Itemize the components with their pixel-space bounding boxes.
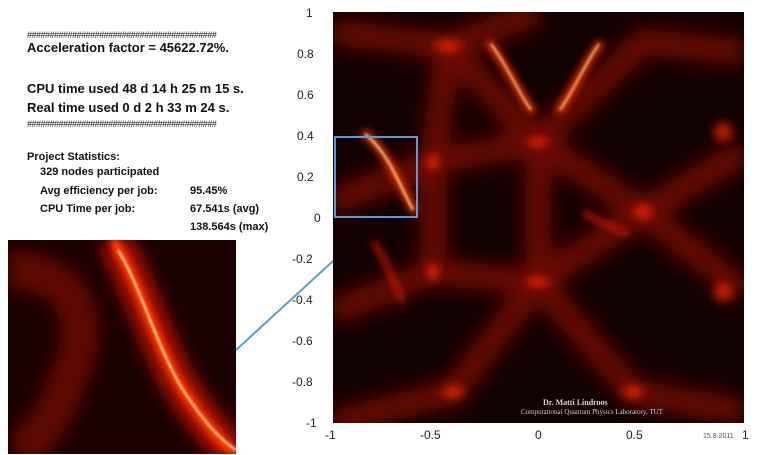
y-tick-label: 0.2 — [297, 170, 314, 184]
x-tick-label: 1 — [742, 428, 749, 442]
cpu-time-per-job-avg: 67.541s (avg) — [190, 203, 260, 215]
y-tick-label: 0.4 — [297, 129, 314, 143]
y-tick-label: 0 — [314, 211, 321, 225]
y-tick-label: -0.6 — [292, 334, 313, 348]
credit-name: Dr. Matti Lindroos — [543, 398, 608, 407]
avg-efficiency-value: 95.45% — [190, 185, 228, 197]
acceleration-factor: Acceleration factor = 45622.72%. — [27, 40, 229, 55]
date-label: 15.8.2011 — [703, 433, 734, 440]
x-tick-label: 0 — [535, 428, 542, 442]
y-tick-label: 1 — [306, 6, 313, 20]
x-tick-label: -1 — [325, 428, 336, 442]
density-plot-graphic — [333, 12, 744, 423]
credit-lab: Computational Quantum Physics Laboratory… — [521, 408, 663, 416]
zoomed-inset-image — [8, 240, 236, 454]
zoom-selection-box — [334, 136, 418, 218]
x-tick-label: -0.5 — [420, 428, 441, 442]
y-tick-label: 0.8 — [297, 47, 314, 61]
hash-separator-top: ########################################… — [27, 30, 217, 40]
avg-efficiency-label: Avg efficiency per job: — [40, 185, 158, 197]
inset-graphic — [8, 240, 236, 454]
y-tick-label: -0.8 — [292, 375, 313, 389]
x-tick-label: 0.5 — [626, 428, 643, 442]
project-statistics-title: Project Statistics: — [27, 151, 120, 163]
y-tick-label: -1 — [306, 416, 317, 430]
y-tick-label: -0.4 — [292, 293, 313, 307]
y-tick-label: 0.6 — [297, 88, 314, 102]
cpu-time-per-job-max: 138.564s (max) — [190, 221, 269, 233]
nodes-participated: 329 nodes participated — [40, 166, 160, 178]
y-tick-label: -0.2 — [292, 252, 313, 266]
cpu-time-used: CPU time used 48 d 14 h 25 m 15 s. — [27, 81, 244, 96]
hash-separator-bottom: ########################################… — [27, 119, 217, 129]
real-time-used: Real time used 0 d 2 h 33 m 24 s. — [27, 100, 230, 115]
cpu-time-per-job-label: CPU Time per job: — [40, 203, 136, 215]
density-plot: Dr. Matti Lindroos Computational Quantum… — [333, 12, 744, 423]
